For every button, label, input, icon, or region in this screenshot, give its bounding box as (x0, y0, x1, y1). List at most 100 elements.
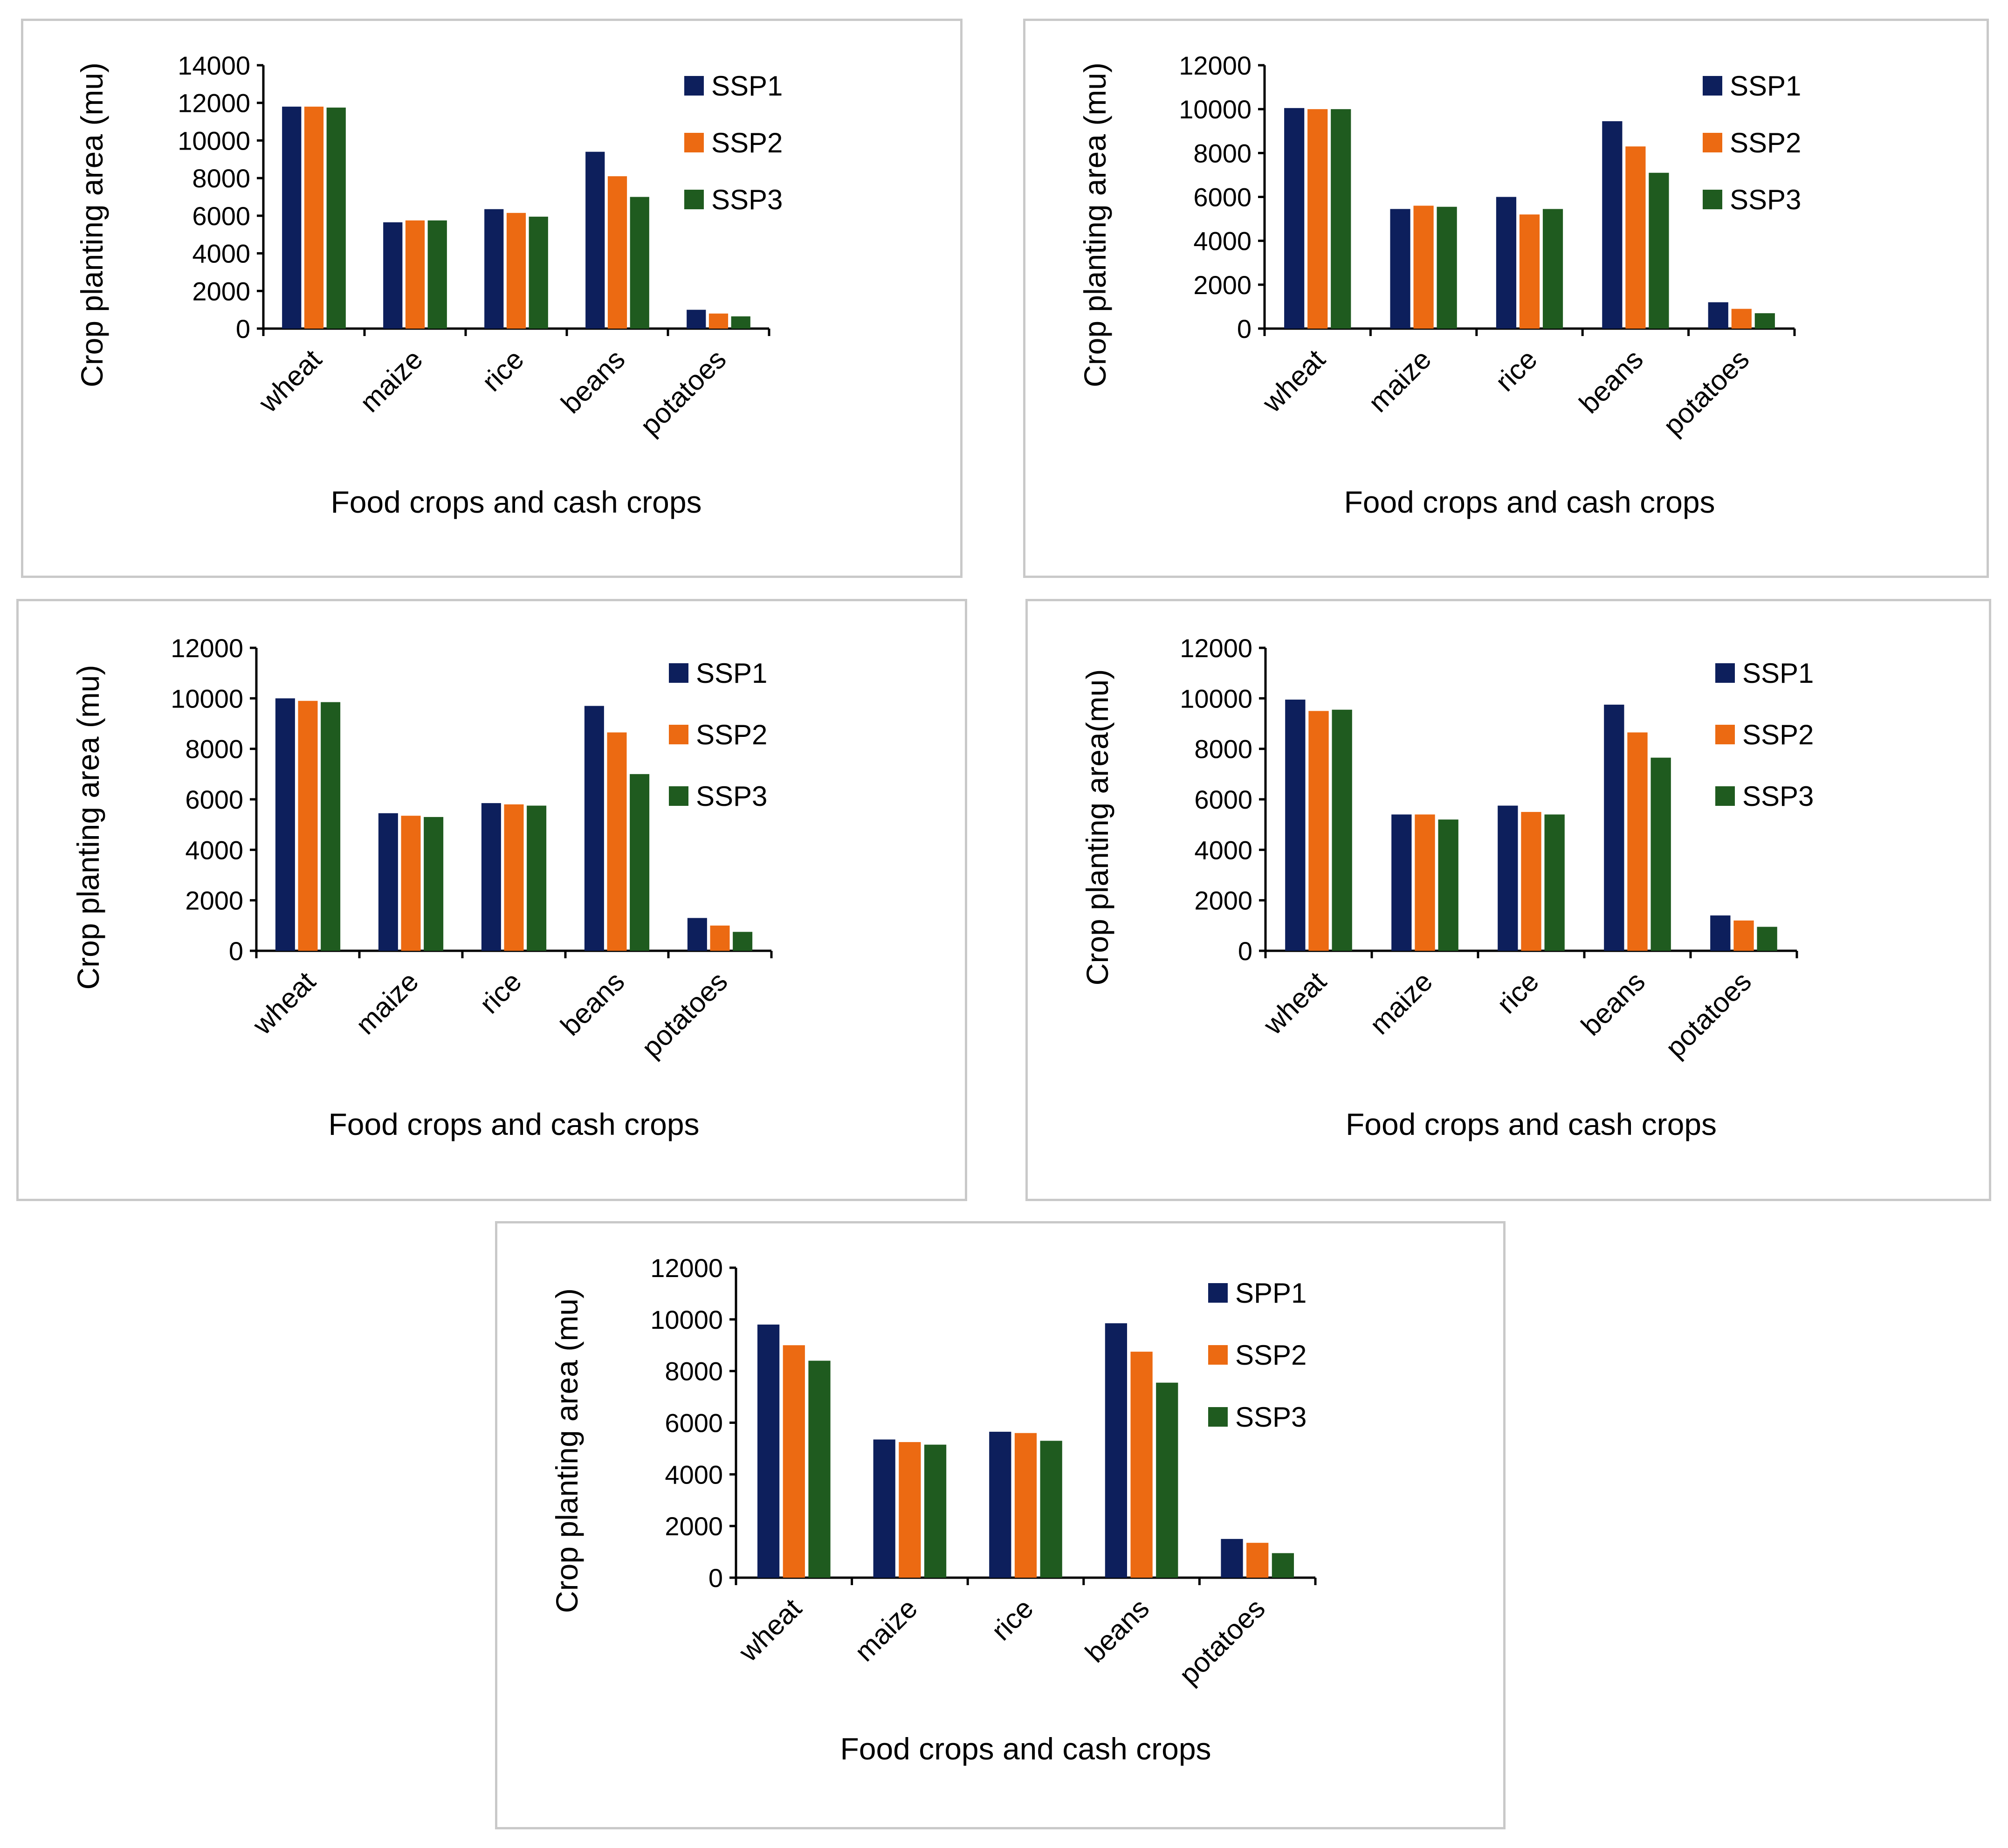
x-category-label: rice (1491, 966, 1545, 1020)
bar-ssp1-beans (584, 706, 604, 951)
chart-panel-1: 0 2000 4000 6000 8000 10000 12000 14000 wheat mai… (21, 19, 963, 578)
x-category-label: beans (1079, 1593, 1155, 1669)
bar-ssp2-beans (607, 176, 627, 329)
bar-ssp2-potatoes (1731, 309, 1752, 329)
y-tick-label: 12000 (171, 633, 243, 663)
bar-ssp3-beans (630, 774, 650, 951)
bar-ssp1-beans (1604, 704, 1624, 951)
y-tick-label: 8000 (192, 164, 250, 193)
bar-ssp3-rice (1542, 209, 1563, 329)
y-tick-label: 4000 (665, 1460, 723, 1489)
x-category-label: maize (1364, 966, 1439, 1041)
x-category-label: wheat (1257, 966, 1333, 1041)
bar-ssp1-maize (1390, 209, 1410, 329)
bar-ssp1-potatoes (1710, 915, 1731, 951)
bar-ssp2-rice (1521, 812, 1541, 951)
bar-ssp2-wheat (783, 1345, 805, 1578)
bar-ssp2-beans (1130, 1352, 1153, 1578)
y-tick-label: 2000 (192, 276, 250, 306)
bar-ssp2-rice (1014, 1433, 1037, 1578)
y-tick-label: 6000 (665, 1408, 723, 1438)
y-tick-label: 6000 (1194, 785, 1252, 814)
y-tick-label: 10000 (1179, 95, 1252, 124)
y-tick-label: 6000 (192, 201, 250, 231)
bar-ssp3-maize (1437, 206, 1457, 329)
bar-ssp2-rice (506, 213, 526, 329)
bar-ssp3-rice (1544, 814, 1565, 951)
bar-ssp1-maize (1391, 814, 1412, 951)
y-tick-label: 2000 (1193, 270, 1252, 300)
y-tick-label: 8000 (665, 1357, 723, 1386)
y-tick-label: 4000 (185, 835, 243, 865)
x-category-label: rice (1489, 343, 1543, 398)
legend-swatch-ssp2 (684, 133, 704, 152)
bar-ssp2-rice (504, 804, 524, 951)
x-category-label: beans (1575, 966, 1651, 1042)
legend-swatch-ssp1 (1715, 663, 1735, 683)
x-category-label: wheat (1256, 343, 1332, 419)
bar-spp1-wheat (757, 1324, 780, 1578)
bar-ssp2-potatoes (710, 925, 730, 951)
y-tick-label: 2000 (185, 886, 243, 915)
legend-label-ssp3: SSP3 (1730, 184, 1801, 215)
y-tick-label: 12000 (1179, 51, 1252, 80)
legend-label-ssp3: SSP3 (1742, 781, 1814, 812)
bar-ssp1-potatoes (687, 309, 706, 329)
y-tick-label: 10000 (650, 1305, 723, 1334)
bar-ssp2-wheat (1308, 711, 1329, 951)
legend-swatch-ssp3 (1715, 786, 1735, 806)
chart-svg-2: 0 2000 4000 6000 8000 10000 12000 wheat maize ric… (1078, 51, 1801, 519)
x-category-label: rice (476, 343, 530, 398)
y-tick-label: 0 (708, 1563, 723, 1593)
bar-spp1-potatoes (1221, 1539, 1243, 1578)
bar-ssp1-potatoes (687, 918, 707, 951)
legend-label-ssp3: SSP3 (1235, 1401, 1307, 1433)
legend-label-ssp1: SSP1 (696, 658, 767, 689)
bar-ssp1-rice (1496, 197, 1517, 329)
bar-ssp3-beans (1156, 1382, 1178, 1578)
x-category-label: maize (849, 1593, 924, 1668)
bar-ssp3-maize (924, 1444, 947, 1578)
y-tick-label: 4000 (1193, 227, 1252, 256)
chart-svg-1: 0 2000 4000 6000 8000 10000 12000 14000 wheat mai… (75, 51, 783, 519)
chart-svg-4: 0 2000 4000 6000 8000 10000 12000 wheat maize ric… (1080, 633, 1814, 1141)
x-axis-title: Food crops and cash crops (328, 1107, 699, 1141)
chart-panel-2: 0 2000 4000 6000 8000 10000 12000 wheat maize ric… (1023, 19, 1989, 578)
chart-panel-4: 0 2000 4000 6000 8000 10000 12000 wheat maize ric… (1025, 599, 1991, 1201)
x-category-label: wheat (252, 343, 328, 419)
bar-ssp2-potatoes (1733, 921, 1754, 951)
legend-label-ssp1: SSP1 (1730, 70, 1801, 102)
y-axis-title: Crop planting area (mu) (1078, 62, 1112, 387)
bar-ssp3-beans (1650, 757, 1671, 951)
x-category-label: potatoes (1659, 966, 1757, 1064)
bar-ssp2-wheat (304, 106, 324, 329)
y-tick-label: 6000 (1193, 183, 1252, 212)
bar-ssp1-maize (383, 222, 403, 329)
bar-ssp3-wheat (321, 702, 341, 951)
bar-ssp3-maize (424, 817, 444, 951)
y-tick-label: 12000 (650, 1253, 723, 1283)
x-category-label: potatoes (634, 343, 732, 441)
x-axis-title: Food crops and cash crops (330, 485, 701, 519)
bar-ssp3-maize (1438, 819, 1458, 951)
bar-ssp3-wheat (326, 107, 346, 329)
bar-ssp2-rice (1519, 214, 1540, 329)
bar-ssp1-wheat (282, 106, 302, 329)
legend-swatch-ssp3 (1208, 1407, 1228, 1427)
bar-ssp1-beans (585, 151, 605, 329)
bar-ssp2-wheat (1307, 109, 1328, 329)
legend-swatch-spp1 (1208, 1283, 1228, 1303)
bar-ssp1-rice (484, 209, 504, 329)
legend-label-spp1: SPP1 (1235, 1278, 1307, 1309)
legend-swatch-ssp1 (669, 663, 688, 683)
bar-ssp3-rice (527, 805, 547, 951)
bar-ssp2-beans (1627, 732, 1648, 951)
legend-label-ssp2: SSP2 (696, 719, 767, 750)
legend-swatch-ssp3 (684, 190, 704, 209)
bar-ssp1-maize (378, 813, 398, 951)
y-tick-label: 0 (236, 314, 250, 343)
x-category-label: maize (1362, 343, 1437, 419)
bar-spp1-maize (873, 1439, 895, 1578)
legend-swatch-ssp2 (669, 725, 688, 744)
bar-ssp3-wheat (1331, 109, 1351, 329)
